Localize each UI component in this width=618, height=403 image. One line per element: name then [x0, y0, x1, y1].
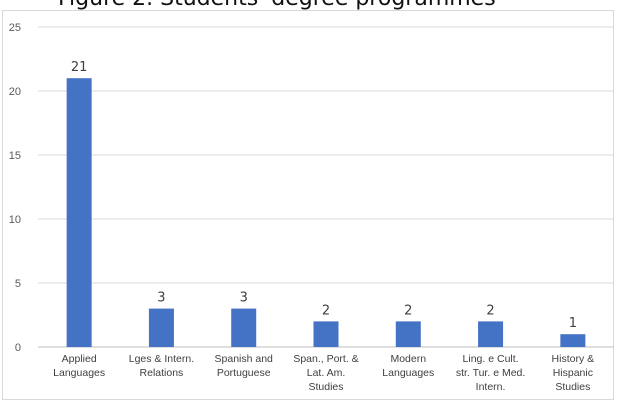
bar-0 — [66, 78, 92, 347]
category-label-6-line-2: Studies — [555, 381, 590, 393]
bar-5 — [478, 321, 504, 347]
data-label-3: 2 — [322, 303, 330, 318]
category-label-0-line-0: Applied — [62, 353, 97, 365]
category-label-5-line-2: Intern. — [476, 381, 506, 393]
data-label-6: 1 — [569, 316, 577, 331]
category-label-0-line-1: Languages — [53, 367, 105, 379]
data-label-1: 3 — [157, 291, 165, 306]
category-label-3-line-1: Lat. Am. — [307, 367, 346, 379]
category-label-6-line-1: Hispanic — [553, 367, 593, 379]
category-label-6-line-0: History & — [552, 353, 595, 365]
bar-6 — [560, 334, 586, 347]
bar-2 — [231, 308, 257, 347]
bar-3 — [313, 321, 339, 347]
y-tick-label-15: 15 — [9, 150, 21, 162]
y-tick-label-0: 0 — [15, 342, 21, 354]
y-tick-label-5: 5 — [15, 278, 21, 290]
bar-4 — [395, 321, 421, 347]
chart-frame — [2, 10, 614, 400]
data-label-5: 2 — [486, 303, 494, 318]
y-tick-label-20: 20 — [9, 86, 21, 98]
category-label-2-line-1: Portuguese — [217, 367, 271, 379]
category-label-2-line-0: Spanish and — [215, 353, 274, 365]
y-tick-label-10: 10 — [9, 214, 21, 226]
category-label-5-line-1: str. Tur. e Med. — [456, 367, 525, 379]
data-label-2: 3 — [240, 291, 248, 306]
chart-title: Figure 2. Students' degree programmes — [58, 0, 496, 11]
y-tick-label-25: 25 — [9, 22, 21, 34]
category-label-4-line-0: Modern — [390, 353, 426, 365]
category-label-1-line-0: Lges & Intern. — [129, 353, 194, 365]
data-label-4: 2 — [404, 303, 412, 318]
category-label-3-line-2: Studies — [308, 381, 343, 393]
bar-1 — [148, 308, 174, 347]
category-label-1-line-1: Relations — [140, 367, 184, 379]
category-label-4-line-1: Languages — [382, 367, 434, 379]
category-label-5-line-0: Ling. e Cult. — [463, 353, 519, 365]
category-label-3-line-0: Span., Port. & — [293, 353, 358, 365]
data-label-0: 21 — [71, 60, 88, 75]
